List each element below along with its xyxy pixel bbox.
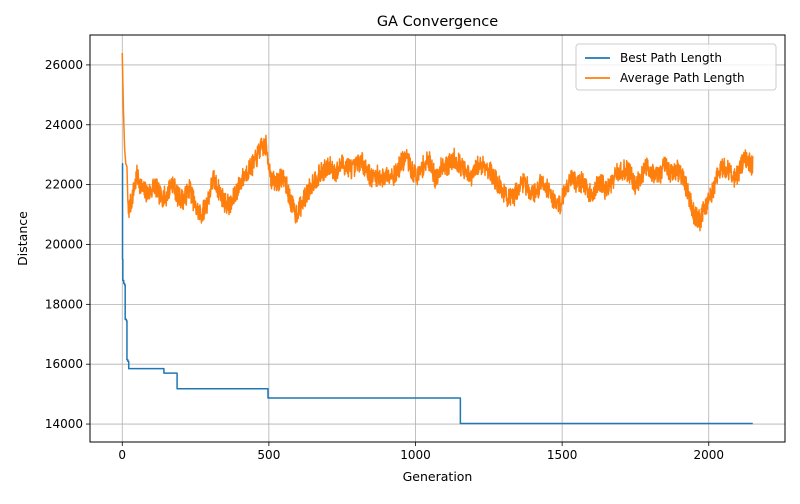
legend-box xyxy=(575,43,777,91)
x-tick-label: 500 xyxy=(257,448,280,462)
x-tick-label: 1500 xyxy=(547,448,578,462)
x-axis-label: Generation xyxy=(403,469,473,484)
legend: Best Path Length Average Path Length xyxy=(575,43,777,91)
series-lines xyxy=(121,52,754,425)
axis-ticks: 0 500 1000 1500 2000 14000 16000 18000 20000 2200… xyxy=(45,58,724,462)
y-tick-label: 24000 xyxy=(45,118,83,132)
y-tick-label: 18000 xyxy=(45,297,83,311)
grid-lines xyxy=(90,35,785,442)
y-tick-label: 26000 xyxy=(45,58,83,72)
x-tick-label: 0 xyxy=(118,448,126,462)
series-line-best-path-length xyxy=(121,162,753,425)
x-tick-label: 2000 xyxy=(693,448,724,462)
chart-title: GA Convergence xyxy=(377,14,498,30)
x-tick-label: 1000 xyxy=(400,448,431,462)
series-line-average-path-length xyxy=(121,52,754,232)
y-tick-label: 16000 xyxy=(45,357,83,371)
plot-frame xyxy=(89,34,786,443)
y-tick-label: 14000 xyxy=(45,417,83,431)
y-tick-label: 20000 xyxy=(45,237,83,251)
y-tick-label: 22000 xyxy=(45,178,83,192)
legend-label: Average Path Length xyxy=(620,71,745,85)
y-axis-label: Distance xyxy=(15,211,30,266)
legend-label: Best Path Length xyxy=(620,51,722,65)
